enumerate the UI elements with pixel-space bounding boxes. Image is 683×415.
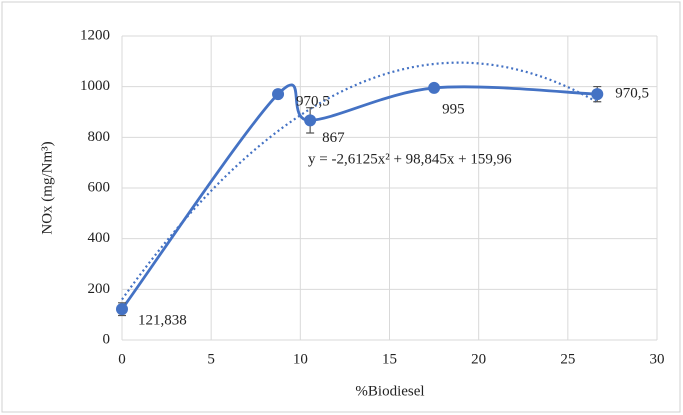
x-tick-label: 0 xyxy=(118,351,126,367)
trendline-equation: y = -2,6125x² + 98,845x + 159,96 xyxy=(308,151,512,167)
y-tick-label: 1000 xyxy=(80,78,110,94)
trendline xyxy=(121,61,598,301)
data-point xyxy=(591,88,604,101)
data-point xyxy=(428,81,441,94)
data-point xyxy=(304,114,317,127)
x-tick-label: 10 xyxy=(293,351,308,367)
y-tick-label: 200 xyxy=(88,281,111,297)
data-point xyxy=(116,303,128,316)
data-label: 970,5 xyxy=(296,94,330,110)
x-axis-label: %Biodiesel xyxy=(355,383,424,399)
data-label: 121,838 xyxy=(138,313,187,329)
y-tick-label: 400 xyxy=(88,230,111,246)
x-tick-label: 30 xyxy=(650,351,665,367)
y-tick-label: 1200 xyxy=(80,27,110,43)
x-tick-label: 25 xyxy=(560,351,575,367)
data-point xyxy=(272,88,285,101)
y-axis-label: NOx (mg/Nm³) xyxy=(39,141,55,234)
data-label: 867 xyxy=(322,130,345,146)
x-tick-label: 15 xyxy=(382,351,397,367)
x-tick-label: 5 xyxy=(207,351,215,367)
y-tick-label: 600 xyxy=(88,179,111,195)
data-label: 995 xyxy=(442,101,465,117)
y-tick-label: 0 xyxy=(103,331,111,347)
x-tick-label: 20 xyxy=(471,351,486,367)
data-label: 970,5 xyxy=(615,86,649,102)
y-tick-label: 800 xyxy=(88,129,111,145)
